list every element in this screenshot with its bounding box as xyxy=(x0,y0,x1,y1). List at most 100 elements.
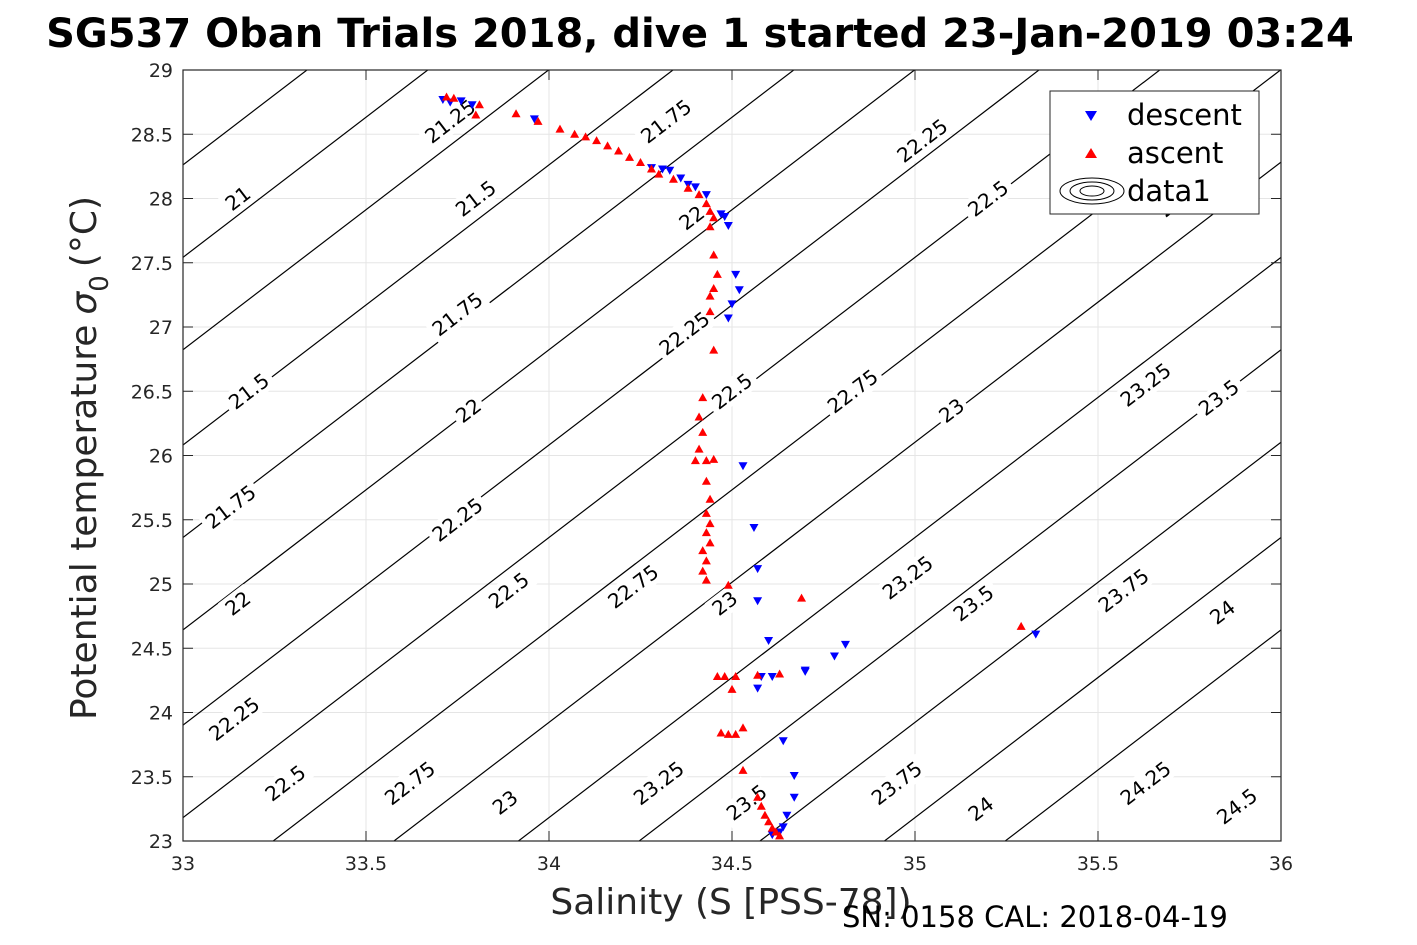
legend: descent ascent data1 xyxy=(1049,90,1260,215)
ascent-point xyxy=(592,136,602,145)
ascent-point xyxy=(723,580,733,589)
contour-label-background xyxy=(889,111,956,170)
ascent-point xyxy=(694,412,704,421)
contour-label-background xyxy=(480,564,538,617)
y-tick-label: 24 xyxy=(149,703,173,725)
density-contour-line xyxy=(638,349,1281,841)
descent-point xyxy=(734,286,744,295)
y-axis-label-sigma: σ xyxy=(64,291,105,315)
ascent-point xyxy=(731,672,741,681)
ascent-point xyxy=(646,164,656,173)
descent-point xyxy=(657,165,667,174)
ascent-point xyxy=(471,110,481,119)
ascent-point xyxy=(668,174,678,183)
ascent-point xyxy=(654,169,664,178)
contour-label-background xyxy=(417,92,484,151)
contour-label-background xyxy=(863,753,930,813)
ascent-point xyxy=(771,827,781,836)
y-axis-label-text: Potential temperature xyxy=(64,325,105,720)
ascent-point xyxy=(775,669,785,678)
y-tick-label: 28 xyxy=(149,189,173,211)
ascent-point xyxy=(760,810,770,819)
ascent-point xyxy=(709,250,719,259)
ascent-point xyxy=(683,183,693,192)
ascent-point xyxy=(533,116,543,125)
descent-point xyxy=(529,115,539,124)
ascent-point xyxy=(1016,621,1026,630)
ascent-point xyxy=(727,684,737,693)
contour-label-background xyxy=(1202,593,1243,632)
contour-label-background xyxy=(424,284,491,344)
density-contour-line xyxy=(183,70,916,631)
contour-label-background xyxy=(651,304,718,363)
x-tick-label: 35 xyxy=(903,853,927,875)
density-contour-line xyxy=(758,441,1281,841)
descent-point xyxy=(753,565,763,574)
descent-point xyxy=(753,597,763,606)
descent-point xyxy=(829,652,839,661)
contour-label-background xyxy=(874,548,941,607)
ascent-point xyxy=(709,283,719,292)
y-tick-label: 27 xyxy=(149,317,173,339)
contour-label-background xyxy=(960,789,1001,829)
ascent-point xyxy=(705,538,715,547)
density-contour-line xyxy=(183,70,429,259)
data-points xyxy=(438,92,1041,840)
contour-label-background xyxy=(944,577,1003,630)
ascent-point xyxy=(511,109,521,118)
y-axis-label-unit: (°C) xyxy=(64,196,105,267)
density-contour-line xyxy=(517,256,1281,841)
density-contour-line xyxy=(183,70,1040,726)
ascent-point xyxy=(701,556,711,565)
x-tick-label: 33.5 xyxy=(345,853,387,875)
y-tick-label: 27.5 xyxy=(131,253,173,275)
density-contour-line xyxy=(883,536,1281,841)
descent-point xyxy=(764,637,774,646)
density-contour-line xyxy=(183,70,674,446)
ascent-point xyxy=(555,124,565,133)
contour-label-background xyxy=(1190,371,1248,424)
ascent-point xyxy=(694,444,704,453)
ascent-point xyxy=(701,575,711,584)
descent-point xyxy=(467,101,477,110)
ascent-point xyxy=(701,508,711,517)
contour-label-background xyxy=(217,179,258,218)
y-tick-label: 23 xyxy=(149,831,173,853)
ascent-point xyxy=(797,593,807,602)
descent-point xyxy=(778,823,788,832)
ascent-point xyxy=(712,269,722,278)
density-contour-line xyxy=(183,70,308,166)
contour-label-background xyxy=(1112,355,1179,415)
density-contour-line xyxy=(392,161,1281,841)
descent-point xyxy=(723,314,733,323)
descent-point xyxy=(800,667,810,676)
ascent-point xyxy=(716,728,726,737)
ascent-point xyxy=(767,823,777,832)
axis-ticks: 33 33.5 34 34.5 35 35.5 36 23 23.5 24 24.5 25 25.5 26… xyxy=(131,60,1293,875)
descent-point xyxy=(665,166,675,175)
legend-descent-label: descent xyxy=(1127,98,1242,132)
contour-label-background xyxy=(1112,753,1179,813)
ascent-point xyxy=(709,345,719,354)
y-tick-label: 26.5 xyxy=(131,381,173,403)
ascent-point xyxy=(705,519,715,528)
ascent-point xyxy=(636,158,645,167)
legend-contour-ring-inner xyxy=(1079,185,1105,197)
ascent-point xyxy=(701,456,711,465)
descent-point xyxy=(676,174,686,183)
ascent-point xyxy=(705,291,715,300)
legend-contour-ring-outer xyxy=(1059,177,1125,205)
descent-point xyxy=(701,191,711,200)
contour-label-background xyxy=(256,757,315,810)
ascent-point xyxy=(570,129,580,138)
legend-contour-icon xyxy=(1059,177,1125,205)
legend-contour-ring-mid xyxy=(1069,181,1115,201)
x-tick-label: 34 xyxy=(537,853,561,875)
ascent-point xyxy=(709,213,719,222)
descent-point xyxy=(749,523,759,532)
ascent-point xyxy=(775,831,785,840)
ascent-point xyxy=(738,723,748,732)
legend-box xyxy=(1049,90,1260,215)
x-tick-label: 36 xyxy=(1269,853,1293,875)
